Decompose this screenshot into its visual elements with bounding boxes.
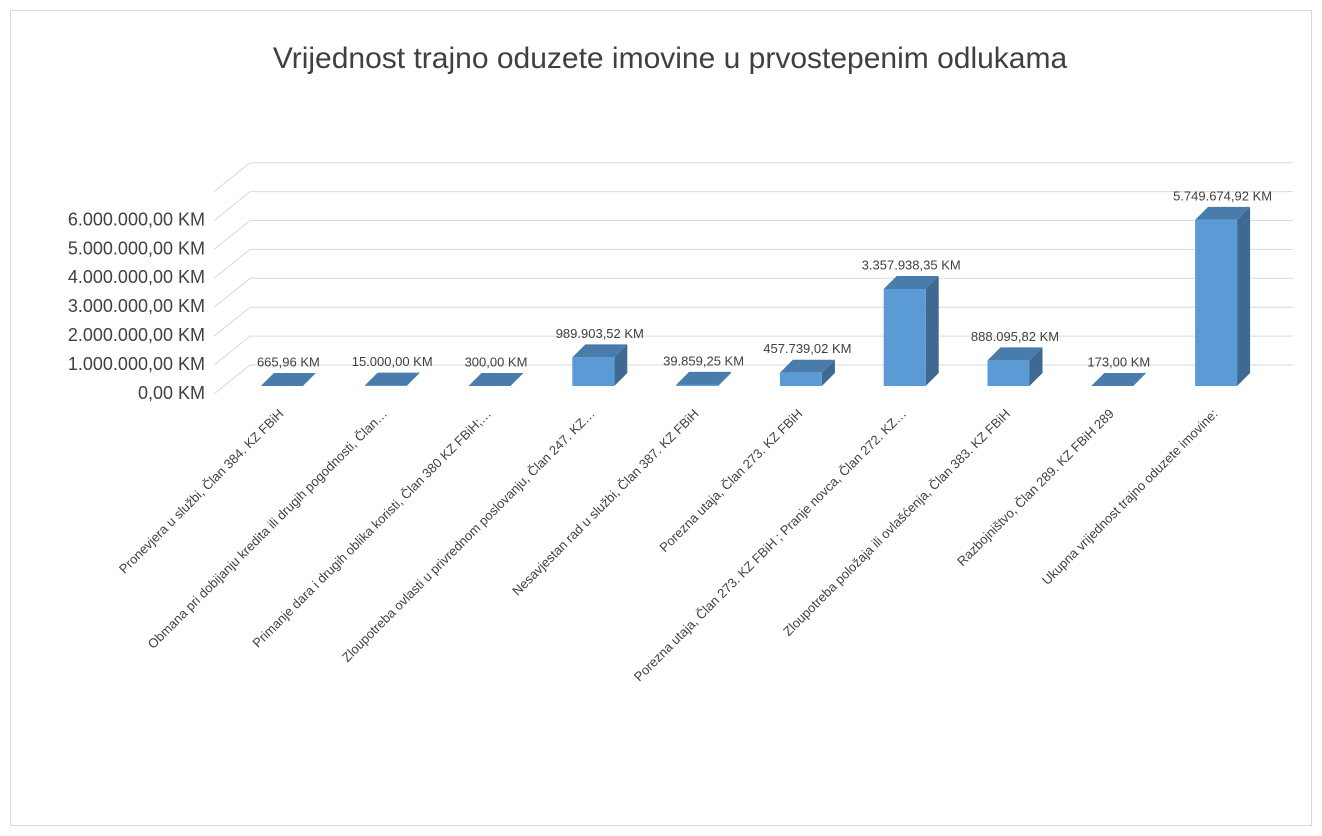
data-label: 39.859,25 KM [663, 353, 744, 368]
data-label: 300,00 KM [465, 354, 528, 369]
grid-line [213, 220, 1293, 250]
bar-top [676, 371, 732, 385]
bar-front [1195, 219, 1238, 386]
bar-top [260, 372, 316, 386]
bar [1091, 372, 1147, 386]
bar [779, 359, 835, 386]
chart-title: Vrijednost trajno oduzete imovine u prvo… [273, 42, 1068, 75]
y-tick-label: 1.000.000,00 KM [68, 354, 205, 374]
grid-line [213, 364, 1293, 395]
bar-side [1029, 347, 1043, 386]
bar-side [406, 372, 420, 386]
bar-top [987, 347, 1043, 361]
y-tick-label: 4.000.000,00 KM [68, 267, 205, 287]
bar [1195, 206, 1251, 386]
y-tick-label: 3.000.000,00 KM [68, 296, 205, 316]
y-tick-label: 2.000.000,00 KM [68, 325, 205, 345]
y-tick-label: 0,00 KM [138, 383, 205, 403]
bar-top [1195, 206, 1251, 220]
grid-line [213, 277, 1293, 308]
y-tick-label: 5.000.000,00 KM [68, 238, 205, 258]
bar [676, 371, 732, 386]
bar-side [510, 372, 524, 386]
bar-side [302, 372, 316, 386]
bar [468, 372, 524, 386]
bar-top [572, 344, 628, 358]
bar-side [718, 371, 732, 386]
bar-front [779, 372, 822, 386]
data-label: 3.357.938,35 KM [862, 257, 961, 272]
bar-side [821, 359, 835, 386]
data-label: 15.000,00 KM [352, 354, 433, 369]
grid-line [213, 248, 1293, 279]
bar-side [1133, 372, 1147, 386]
bar [883, 275, 939, 386]
bar-front [987, 360, 1030, 386]
bar [572, 344, 628, 386]
data-label: 457.739,02 KM [763, 341, 851, 356]
y-tick-label: 6.000.000,00 KM [68, 209, 205, 229]
bar-top [364, 372, 420, 386]
grid-line [213, 306, 1293, 337]
chart-border [10, 10, 1312, 826]
bar-side [1237, 206, 1251, 386]
data-label: 888.095,82 KM [971, 329, 1059, 344]
grid-line [213, 335, 1293, 366]
bar-front [572, 357, 615, 386]
data-label: 5.749.674,92 KM [1173, 188, 1272, 203]
bar-front [883, 288, 926, 386]
data-label: 173,00 KM [1087, 354, 1150, 369]
bar-side [614, 344, 628, 386]
bar-top [779, 359, 835, 373]
bar-front [676, 384, 719, 386]
grid-line [213, 162, 1293, 193]
bar-top [1091, 372, 1147, 386]
bar-top [468, 372, 524, 386]
data-label: 989.903,52 KM [556, 326, 644, 341]
bar-top [883, 275, 939, 289]
data-label: 665,96 KM [257, 354, 320, 369]
bar [260, 372, 316, 386]
bar [987, 347, 1043, 386]
bar-side [925, 275, 939, 386]
grid-line [213, 191, 1293, 221]
bar [364, 372, 420, 386]
